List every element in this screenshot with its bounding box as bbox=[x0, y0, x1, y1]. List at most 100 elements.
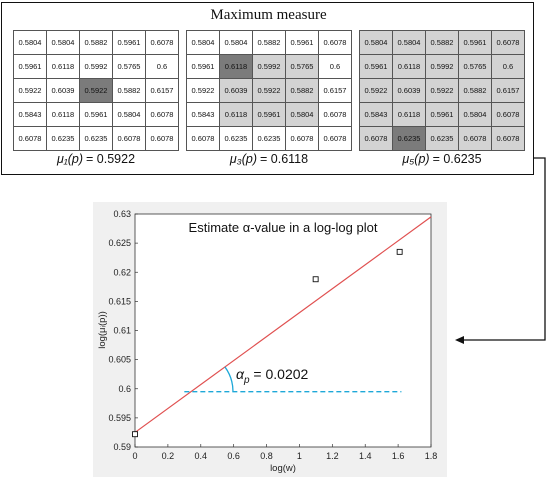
caption-value: = 0.5922 bbox=[86, 152, 136, 166]
caption-symbol: μ₅(p) bbox=[402, 152, 430, 166]
x-tick-label: 0.4 bbox=[195, 451, 208, 461]
grid-cell: 0.5804 bbox=[392, 30, 426, 55]
grid-row: 0.5843 0.6118 0.5961 0.5804 0.6078 bbox=[186, 102, 352, 127]
y-tick-label: 0.63 bbox=[113, 209, 131, 219]
grid-cell: 0.5804 bbox=[186, 30, 220, 55]
grid-row: 0.6078 0.6235 0.6235 0.6078 0.6078 bbox=[359, 126, 525, 151]
grid-cell: 0.5961 bbox=[285, 30, 319, 55]
x-tick-label: 0 bbox=[132, 451, 137, 461]
y-tick-label: 0.615 bbox=[108, 296, 131, 306]
grid-cell: 0.5992 bbox=[252, 54, 286, 79]
grid-cell: 0.6 bbox=[145, 54, 179, 79]
data-point bbox=[132, 431, 138, 438]
grid-cell: 0.5804 bbox=[46, 30, 80, 55]
grid-cell: 0.6118 bbox=[392, 102, 426, 127]
grid-cell: 0.5882 bbox=[425, 30, 459, 55]
grid-cell: 0.6078 bbox=[145, 126, 179, 151]
grid-cell: 0.5804 bbox=[219, 30, 253, 55]
x-tick-label: 1.2 bbox=[326, 451, 339, 461]
x-tick-label: 0.8 bbox=[260, 451, 273, 461]
grid-cell: 0.6078 bbox=[491, 102, 525, 127]
x-tick-label: 0.2 bbox=[162, 451, 175, 461]
grid-cell: 0.5922 bbox=[359, 78, 393, 103]
grid-cell: 0.5961 bbox=[186, 54, 220, 79]
fit-line bbox=[134, 216, 432, 433]
y-tick-label: 0.61 bbox=[113, 326, 131, 336]
grid-cell: 0.5804 bbox=[285, 102, 319, 127]
grid-row: 0.5922 0.6039 0.5922 0.5882 0.6157 bbox=[186, 78, 352, 103]
grid-cell: 0.5922 bbox=[425, 78, 459, 103]
grid-cell: 0.5992 bbox=[425, 54, 459, 79]
x-tick-label: 1.6 bbox=[392, 451, 405, 461]
angle-arc bbox=[224, 366, 234, 392]
grid-row: 0.6078 0.6235 0.6235 0.6078 0.6078 bbox=[186, 126, 352, 151]
caption-mu1: μ₁(p) = 0.5922 bbox=[13, 152, 179, 166]
grid-cell: 0.6078 bbox=[318, 126, 352, 151]
grid-cell: 0.5961 bbox=[359, 54, 393, 79]
y-tick-label: 0.595 bbox=[108, 413, 131, 423]
frame-title: Maximum measure bbox=[210, 7, 327, 23]
plot-title: Estimate α-value in a log-log plot bbox=[189, 220, 378, 235]
grid-cell: 0.5961 bbox=[458, 30, 492, 55]
grid-cell: 0.6235 bbox=[46, 126, 80, 151]
grid-cell: 0.6078 bbox=[145, 30, 179, 55]
x-axis-label: log(w) bbox=[270, 463, 296, 474]
grid-cell: 0.5882 bbox=[458, 78, 492, 103]
data-point bbox=[312, 276, 319, 283]
grid-row: 0.5961 0.6118 0.5992 0.5765 0.6 bbox=[359, 54, 525, 79]
grid-cell: 0.6 bbox=[318, 54, 352, 79]
grid-row: 0.5804 0.5804 0.5882 0.5961 0.6078 bbox=[359, 30, 525, 55]
caption-mu3: μ₃(p) = 0.6118 bbox=[186, 152, 352, 166]
grid-cell: 0.6118 bbox=[392, 54, 426, 79]
grid-cell: 0.6078 bbox=[112, 126, 146, 151]
grid-cell: 0.6078 bbox=[359, 126, 393, 151]
caption-symbol: μ₁(p) bbox=[56, 152, 84, 166]
grid-cell: 0.6078 bbox=[491, 126, 525, 151]
grid-cell: 0.6039 bbox=[392, 78, 426, 103]
y-tick-label: 0.605 bbox=[108, 355, 131, 365]
grid-cell: 0.5882 bbox=[285, 78, 319, 103]
grid-cell: 0.6157 bbox=[491, 78, 525, 103]
y-tick-label: 0.62 bbox=[113, 267, 131, 277]
caption-mu5: μ₅(p) = 0.6235 bbox=[359, 152, 525, 166]
grid-cell: 0.5961 bbox=[112, 30, 146, 55]
grid-cell: 0.6118 bbox=[219, 54, 253, 79]
grid-cell: 0.6118 bbox=[219, 102, 253, 127]
grid-cell: 0.6235 bbox=[392, 126, 426, 151]
grid-cell: 0.5804 bbox=[13, 30, 47, 55]
grid-cell: 0.5922 bbox=[79, 78, 113, 103]
grid-cell: 0.6039 bbox=[46, 78, 80, 103]
grid-cell: 0.5922 bbox=[252, 78, 286, 103]
grid-row: 0.5843 0.6118 0.5961 0.5804 0.6078 bbox=[13, 102, 179, 127]
grid-cell: 0.6235 bbox=[79, 126, 113, 151]
grid-cell: 0.6078 bbox=[13, 126, 47, 151]
grid-cell: 0.6078 bbox=[491, 30, 525, 55]
y-tick-label: 0.59 bbox=[113, 442, 131, 452]
maximum-measure-frame: Maximum measure bbox=[1, 2, 534, 175]
grid-cell: 0.5843 bbox=[13, 102, 47, 127]
grid-cell: 0.5804 bbox=[112, 102, 146, 127]
grid-cell: 0.6078 bbox=[318, 30, 352, 55]
grid-row: 0.6078 0.6235 0.6235 0.6078 0.6078 bbox=[13, 126, 179, 151]
grid-row: 0.5804 0.5804 0.5882 0.5961 0.6078 bbox=[186, 30, 352, 55]
grid-cell: 0.5804 bbox=[458, 102, 492, 127]
grid-cell: 0.6078 bbox=[318, 102, 352, 127]
grid-cell: 0.5961 bbox=[252, 102, 286, 127]
grid-cell: 0.6078 bbox=[285, 126, 319, 151]
y-axis-label: log(μᵢ(p)) bbox=[97, 311, 108, 349]
grid-cell: 0.6157 bbox=[145, 78, 179, 103]
grid-box-3: 0.5804 0.5804 0.5882 0.5961 0.6078 0.5961 0.61… bbox=[186, 30, 352, 151]
alpha-annotation: αp = 0.0202 bbox=[236, 366, 309, 386]
grid-cell: 0.5804 bbox=[359, 30, 393, 55]
x-tick-label: 0.6 bbox=[227, 451, 240, 461]
grid-cell: 0.5882 bbox=[112, 78, 146, 103]
grid-row: 0.5922 0.6039 0.5922 0.5882 0.6157 bbox=[359, 78, 525, 103]
grid-cell: 0.6039 bbox=[219, 78, 253, 103]
grid-box-1: 0.5804 0.5804 0.5882 0.5961 0.6078 0.5961 0.61… bbox=[13, 30, 179, 151]
grid-cell: 0.6118 bbox=[46, 54, 80, 79]
grid-row: 0.5961 0.6118 0.5992 0.5765 0.6 bbox=[186, 54, 352, 79]
x-tick-label: 1.4 bbox=[359, 451, 372, 461]
grid-cell: 0.6 bbox=[491, 54, 525, 79]
x-tick-label: 1.8 bbox=[425, 451, 438, 461]
